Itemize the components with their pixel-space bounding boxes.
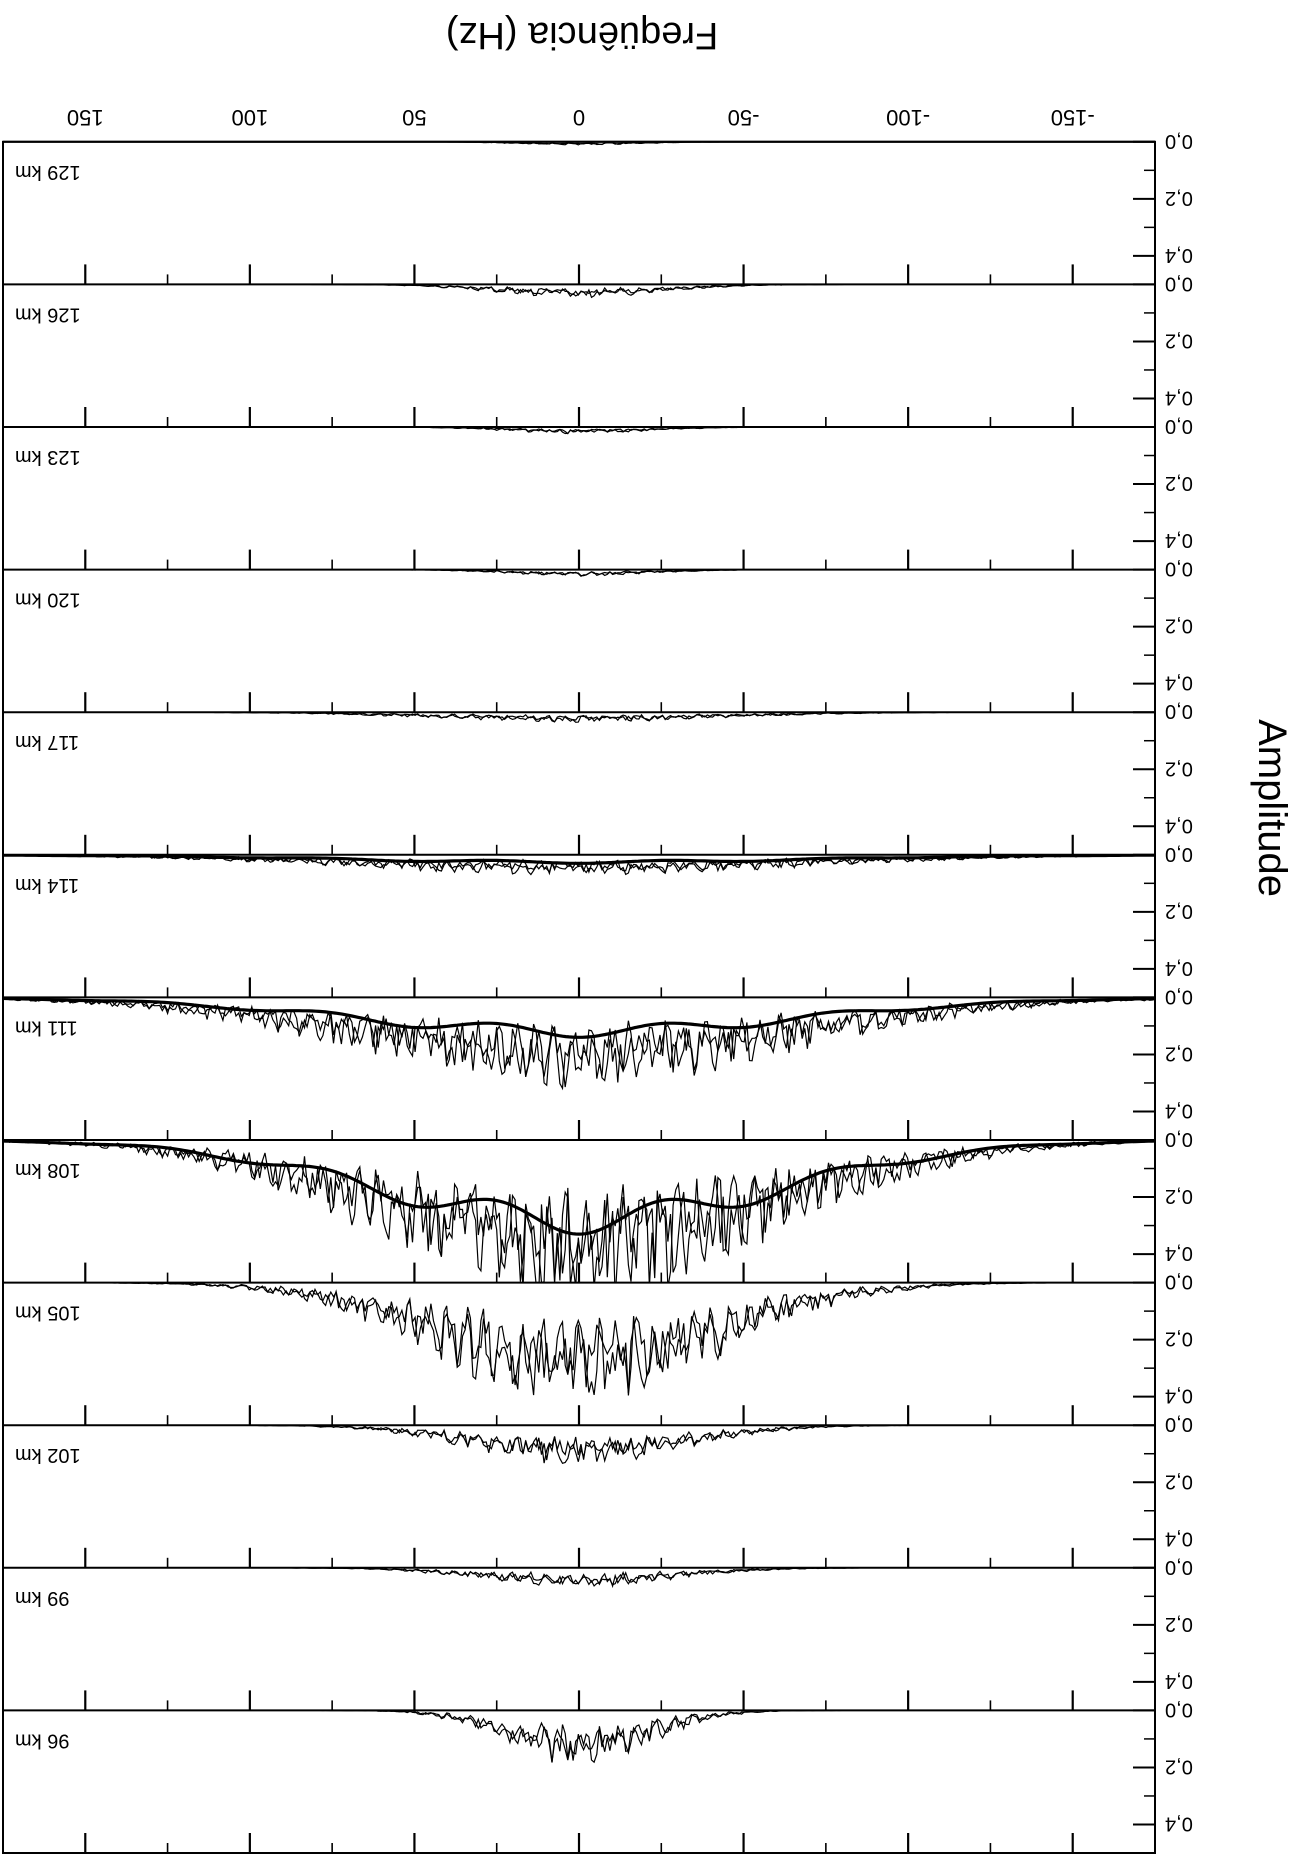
y-tick-label: 0,0 [1165,1413,1193,1435]
y-tick-label: 0,4 [1165,814,1193,836]
y-tick-label: 0,0 [1165,1556,1193,1578]
panel-label: 114 km [15,874,79,896]
spectrum-trace [4,1282,1155,1396]
y-tick-label: 0,4 [1165,1812,1193,1834]
spectrum-trace [4,426,1155,435]
spectrum-trace [4,284,1155,296]
panel-label: 108 km [15,1159,81,1181]
y-tick-label: 0,2 [1165,757,1193,779]
y-tick-label: 0,2 [1165,1042,1193,1064]
y-tick-label: 0,0 [1165,1271,1193,1293]
spectrum-trace [4,569,1155,578]
spectrum-trace [4,1710,1155,1764]
y-tick-label: 0,2 [1165,1470,1193,1492]
panels-group: 0,0 0,2 0,4 96 km 0,0 0,2 0,4 99 km 0,0 0,2 0,4 102… [2,105,1193,1854]
y-tick-label: 0,4 [1165,957,1193,979]
panel-label: 126 km [15,303,81,325]
panel-label: 96 km [15,1729,69,1751]
panel-label: 99 km [15,1587,69,1609]
y-tick-label: 0,0 [1165,415,1193,437]
y-tick-label: 0,0 [1165,985,1193,1007]
fit-curve [3,1139,1155,1236]
fit-curve [3,854,1155,866]
x-axis-title: Freqüência (Hz) [446,14,718,56]
x-tick-label: 50 [402,105,426,130]
spectrum-trace [4,1567,1155,1586]
spectrum-trace [4,1567,1155,1589]
y-tick-label: 0,4 [1165,1670,1193,1692]
y-tick-label: 0,0 [1165,130,1193,152]
y-tick-label: 0,0 [1165,700,1193,722]
y-tick-label: 0,2 [1165,1755,1193,1777]
x-tick-label: -150 [1051,105,1095,130]
x-tick-label: 100 [231,105,268,130]
spectrum-trace [4,712,1155,723]
y-tick-label: 0,4 [1165,1385,1193,1407]
spectrum-trace [4,1425,1155,1465]
y-tick-label: 0,2 [1165,472,1193,494]
y-tick-label: 0,0 [1165,843,1193,865]
y-tick-label: 0,4 [1165,386,1193,408]
y-tick-label: 0,2 [1165,615,1193,637]
x-tick-label: -50 [728,105,760,130]
y-tick-label: 0,4 [1165,672,1193,694]
panel-label: 120 km [15,589,81,611]
y-tick-label: 0,2 [1165,900,1193,922]
panel-label: 129 km [15,161,81,183]
y-tick-label: 0,4 [1165,244,1193,266]
spectrum-trace [4,141,1155,146]
y-tick-label: 0,0 [1165,1128,1193,1150]
spectrum-trace [4,997,1155,1091]
y-tick-label: 0,2 [1165,329,1193,351]
panel-label: 111 km [15,1016,78,1038]
y-tick-label: 0,0 [1165,558,1193,580]
panel-label: 105 km [15,1302,81,1324]
y-tick-label: 0,2 [1165,1613,1193,1635]
y-tick-label: 0,4 [1165,1242,1193,1264]
fit-curve [3,997,1155,1039]
y-tick-label: 0,2 [1165,1328,1193,1350]
spectrum-trace [4,284,1155,299]
panel-label: 123 km [15,446,81,468]
rotated-figure: 0,0 0,2 0,4 96 km 0,0 0,2 0,4 99 km 0,0 0,2 0,4 102… [2,14,1293,1854]
y-tick-label: 0,2 [1165,187,1193,209]
y-tick-label: 0,4 [1165,1099,1193,1121]
panel-label: 102 km [15,1444,81,1466]
y-tick-label: 0,2 [1165,1185,1193,1207]
spectrum-trace [4,997,1155,1088]
y-tick-label: 0,4 [1165,529,1193,551]
spectrum-trace [4,569,1155,577]
y-axis-title: Amplitude [1250,719,1293,897]
y-tick-label: 0,0 [1165,272,1193,294]
x-tick-label: -100 [886,105,930,130]
x-tick-label: 0 [573,105,585,130]
panel-label: 117 km [15,731,79,753]
spectrum-trace [4,1282,1155,1396]
x-tick-label: 150 [67,105,104,130]
y-tick-label: 0,4 [1165,1527,1193,1549]
y-tick-label: 0,0 [1165,1698,1193,1720]
